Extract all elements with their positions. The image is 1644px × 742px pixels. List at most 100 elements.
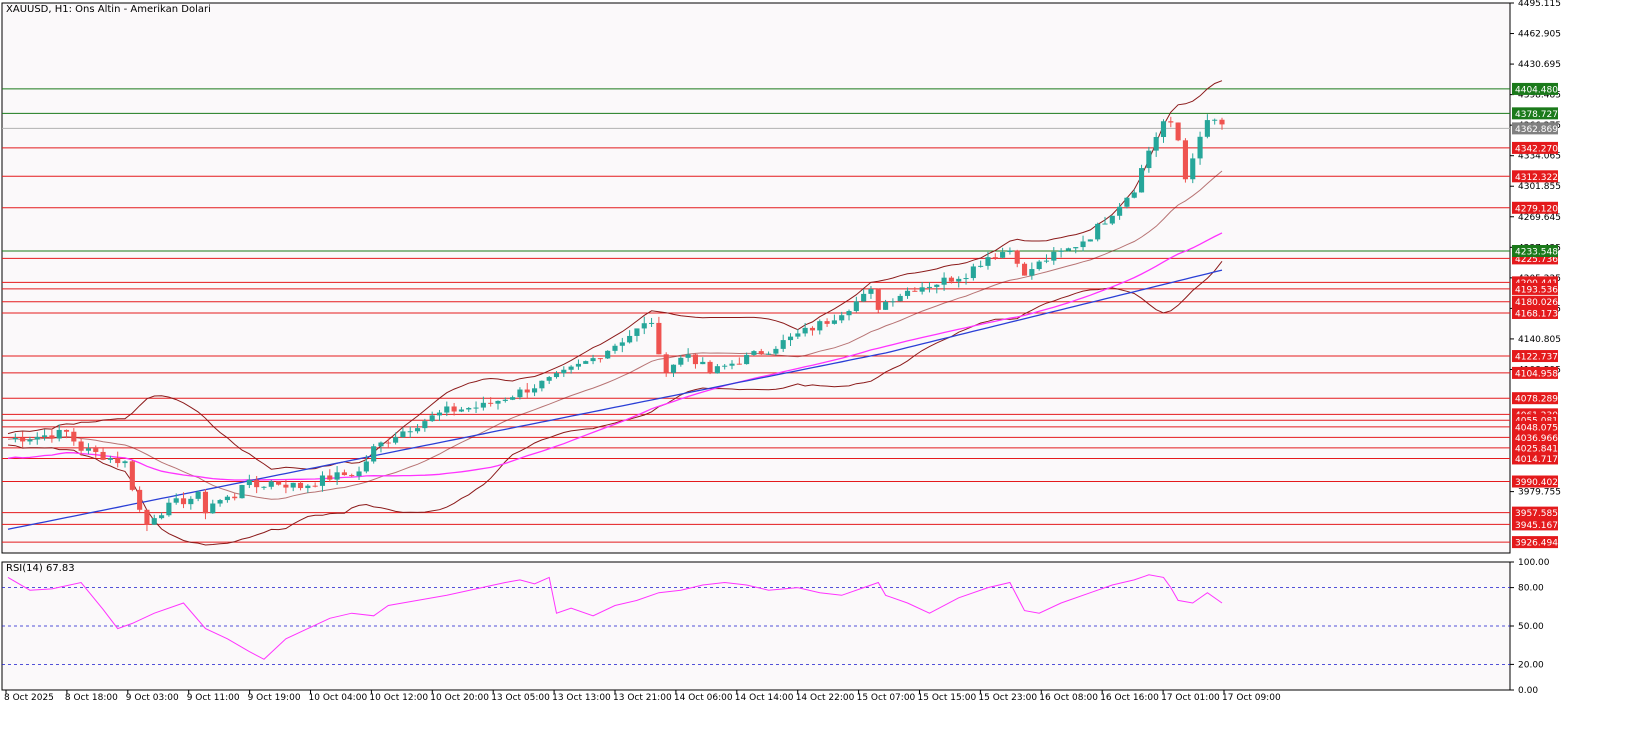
candle-body [1000, 252, 1006, 258]
resistance-support-line-tag [1512, 506, 1558, 519]
candle-body [385, 442, 391, 444]
candle-body [729, 363, 735, 366]
candle-body [305, 485, 311, 489]
candle-body [1190, 158, 1196, 180]
resistance-support-line-tag [1512, 420, 1558, 433]
candle-body [1080, 241, 1086, 248]
candle-body [224, 496, 230, 501]
candle-body [1131, 192, 1137, 198]
candle-body [1036, 261, 1042, 270]
candle-body [963, 278, 969, 280]
candle-body [627, 335, 633, 343]
ma-magenta [7, 232, 1223, 481]
candle-body [1160, 121, 1167, 138]
price-tick-label: 4430.695 [1518, 60, 1561, 70]
candle-body [510, 397, 516, 400]
rsi-tick-label: 80.00 [1518, 584, 1544, 594]
time-tick-label: 13 Oct 21:00 [613, 693, 672, 703]
candle-body [1058, 250, 1064, 252]
candle-body [1102, 223, 1108, 225]
candle-body [758, 351, 764, 355]
green-level-line-tag-label: 4233.548 [1515, 247, 1558, 257]
candle-body [188, 498, 194, 505]
candle-body [970, 266, 976, 279]
candle-body [751, 351, 757, 355]
candle-body [700, 361, 706, 365]
bollinger-upper [7, 80, 1223, 470]
candle-body [583, 361, 589, 364]
candle-body [575, 363, 581, 367]
candle-body [217, 500, 223, 504]
candle-body [429, 415, 435, 422]
candle-body [151, 518, 157, 525]
candle-body [349, 475, 355, 477]
candle-body [480, 402, 486, 408]
candle-body [1146, 150, 1152, 169]
green-level-line-tag [1512, 82, 1558, 95]
candle-body [766, 353, 772, 355]
candle-body [20, 437, 26, 442]
time-tick-label: 9 Oct 19:00 [248, 693, 301, 703]
candle-body [824, 321, 830, 324]
resistance-support-line-tag-label: 3957.585 [1515, 509, 1558, 519]
candle-body [261, 486, 267, 488]
price-tick-label: 4269.645 [1518, 213, 1561, 223]
resistance-support-line-tag-label: 3926.494 [1515, 539, 1558, 549]
time-tick-label: 17 Oct 01:00 [1161, 693, 1220, 703]
time-tick-label: 15 Oct 15:00 [918, 693, 977, 703]
candle-body [371, 446, 377, 462]
resistance-support-line-tag-label: 4078.289 [1515, 395, 1558, 405]
candlesticks [12, 114, 1225, 532]
candle-body [1153, 137, 1159, 151]
chart-header: XAUUSD, H1: Ons Altin - Amerikan Dolari [6, 4, 211, 15]
candle-body [1095, 223, 1101, 240]
candle-body [268, 481, 274, 487]
candle-body [956, 278, 962, 282]
resistance-support-line-tag [1512, 441, 1558, 454]
resistance-support-line-tag [1512, 350, 1558, 363]
candle-body [868, 289, 874, 294]
time-tick-label: 13 Oct 13:00 [552, 693, 611, 703]
time-tick-label: 16 Oct 08:00 [1039, 693, 1098, 703]
rsi-tick-label: 20.00 [1518, 660, 1544, 670]
candle-body [356, 471, 362, 477]
candle-body [254, 479, 260, 488]
time-tick-label: 15 Oct 07:00 [857, 693, 916, 703]
candle-body [846, 311, 852, 316]
candle-body [890, 301, 896, 303]
rsi-tick-label: 100.00 [1518, 558, 1550, 568]
candle-body [1073, 247, 1079, 249]
candle-body [1219, 119, 1225, 125]
candle-body [327, 475, 333, 480]
candle-body [597, 358, 603, 360]
candle-body [407, 431, 413, 433]
green-level-line-tag [1512, 107, 1558, 120]
candle-body [1029, 269, 1035, 276]
current-price-label: 4362.869 [1515, 125, 1558, 135]
resistance-support-line-tag [1512, 452, 1558, 465]
candle-body [634, 328, 640, 336]
candle-body [202, 491, 209, 514]
candle-body [1065, 248, 1071, 251]
candle-body [488, 402, 494, 404]
time-tick-label: 10 Oct 04:00 [309, 693, 368, 703]
resistance-support-line-tag-label: 4014.717 [1515, 455, 1558, 465]
candle-body [831, 320, 837, 324]
moving-averages [7, 232, 1223, 530]
resistance-support-line-tag [1512, 366, 1558, 379]
resistance-support-line-tag-label: 4342.270 [1515, 144, 1558, 154]
candle-body [692, 354, 699, 365]
candle-body [1138, 168, 1145, 193]
candle-body [553, 373, 560, 378]
resistance-support-line-tag-label: 4312.322 [1515, 173, 1558, 183]
time-tick-label: 9 Oct 03:00 [126, 693, 179, 703]
candle-body [978, 265, 984, 267]
candle-body [436, 412, 443, 416]
candle-body [568, 366, 574, 370]
time-tick-label: 10 Oct 12:00 [369, 693, 428, 703]
candle-body [1043, 260, 1050, 262]
candle-body [817, 321, 823, 331]
rsi-pane [1, 561, 1511, 691]
candle-body [670, 364, 677, 373]
